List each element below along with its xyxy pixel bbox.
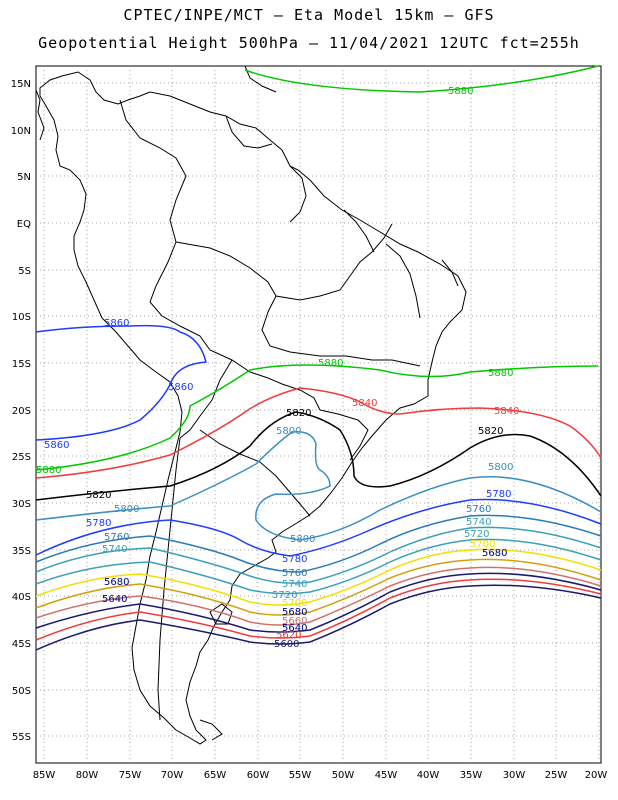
lat-label: 10N bbox=[11, 126, 31, 137]
label-5800-c: 5800 bbox=[114, 504, 139, 515]
map-title-line2: Geopotential Height 500hPa – 11/04/2021 … bbox=[38, 34, 580, 52]
label-5800-d: 5800 bbox=[290, 534, 315, 545]
lat-label: 15N bbox=[11, 79, 31, 90]
lon-label: 85W bbox=[33, 770, 56, 781]
contour-5820 bbox=[35, 411, 602, 501]
lat-label: 5N bbox=[17, 172, 31, 183]
contour-5740 bbox=[35, 526, 602, 584]
label-5700-a: 5700 bbox=[470, 539, 495, 550]
contour-5780 bbox=[35, 498, 602, 557]
contour-5620 bbox=[35, 578, 602, 641]
continent-outline bbox=[35, 65, 467, 745]
contour-5660 bbox=[35, 566, 602, 626]
contour-5840 bbox=[35, 387, 602, 479]
label-5680-a: 5680 bbox=[482, 548, 507, 559]
label-5840-b: 5840 bbox=[494, 406, 519, 417]
label-5880-west: 5880 bbox=[36, 465, 61, 476]
contour-5760 bbox=[35, 514, 602, 573]
contour-5860 bbox=[35, 324, 207, 441]
contour-5800 bbox=[35, 431, 602, 541]
label-5860-c: 5860 bbox=[44, 440, 69, 451]
label-5720-a: 5720 bbox=[464, 529, 489, 540]
lat-label: 10S bbox=[12, 312, 31, 323]
lat-label: 40S bbox=[12, 592, 31, 603]
label-5880-mid: 5880 bbox=[318, 358, 343, 369]
lon-label: 55W bbox=[289, 770, 312, 781]
contour-5640 bbox=[35, 572, 602, 633]
label-5740-a: 5740 bbox=[466, 517, 491, 528]
contour-5700 bbox=[35, 548, 602, 606]
contour-lines bbox=[35, 65, 602, 651]
lat-label: 15S bbox=[12, 359, 31, 370]
label-5860-b: 5860 bbox=[168, 382, 193, 393]
lat-label: 35S bbox=[12, 546, 31, 557]
label-5800-a: 5800 bbox=[276, 426, 301, 437]
lon-label: 35W bbox=[460, 770, 483, 781]
map-title-line1: CPTEC/INPE/MCT – Eta Model 15km – GFS bbox=[123, 6, 495, 24]
contour-5720 bbox=[35, 538, 602, 595]
label-5760-c: 5760 bbox=[282, 568, 307, 579]
lon-label: 70W bbox=[161, 770, 184, 781]
label-5660: 5660 bbox=[282, 616, 307, 627]
lon-label: 40W bbox=[417, 770, 440, 781]
label-5880-east: 5880 bbox=[488, 368, 513, 379]
label-5620: 5620 bbox=[276, 630, 301, 641]
lat-label: 50S bbox=[12, 686, 31, 697]
lat-label: EQ bbox=[17, 219, 31, 230]
label-5820-a: 5820 bbox=[286, 408, 311, 419]
lat-label: 30S bbox=[12, 499, 31, 510]
label-5760-b: 5760 bbox=[104, 532, 129, 543]
label-5780-a: 5780 bbox=[486, 489, 511, 500]
contour-5680 bbox=[35, 558, 602, 616]
contour-5880-south bbox=[35, 364, 599, 471]
lat-label: 25S bbox=[12, 452, 31, 463]
graticule bbox=[36, 66, 601, 763]
label-5840-a: 5840 bbox=[352, 398, 377, 409]
lat-label: 20S bbox=[12, 406, 31, 417]
lat-label: 55S bbox=[12, 732, 31, 743]
label-5640-b: 5640 bbox=[282, 623, 307, 634]
lon-label: 65W bbox=[204, 770, 227, 781]
lon-label: 45W bbox=[375, 770, 398, 781]
label-5800-b: 5800 bbox=[488, 462, 513, 473]
label-5720-b: 5720 bbox=[272, 590, 297, 601]
label-5600: 5600 bbox=[274, 639, 299, 650]
label-5860-a: 5860 bbox=[104, 318, 129, 329]
label-5680-b: 5680 bbox=[104, 577, 129, 588]
lon-label: 30W bbox=[503, 770, 526, 781]
label-5880-north: 5880 bbox=[448, 86, 473, 97]
lat-label: 45S bbox=[12, 639, 31, 650]
map-frame bbox=[35, 65, 602, 764]
contour-labels: 5880 5860 5860 5860 5880 5880 5880 5840 … bbox=[36, 86, 519, 650]
label-5780-c: 5780 bbox=[282, 554, 307, 565]
latitude-labels: 15N 10N 5N EQ 5S 10S 15S 20S 25S 30S 35S… bbox=[11, 79, 31, 743]
lon-label: 80W bbox=[76, 770, 99, 781]
longitude-labels: 85W 80W 75W 70W 65W 60W 55W 50W 45W 40W … bbox=[33, 770, 608, 781]
label-5680-c: 5680 bbox=[282, 607, 307, 618]
lon-label: 50W bbox=[332, 770, 355, 781]
label-5760-a: 5760 bbox=[466, 504, 491, 515]
label-5780-b: 5780 bbox=[86, 518, 111, 529]
label-5820-c: 5820 bbox=[86, 490, 111, 501]
label-5820-b: 5820 bbox=[478, 426, 503, 437]
lon-label: 60W bbox=[247, 770, 270, 781]
label-5740-c: 5740 bbox=[282, 579, 307, 590]
lon-label: 25W bbox=[545, 770, 568, 781]
label-5700-b: 5700 bbox=[282, 598, 307, 609]
lat-label: 5S bbox=[18, 266, 31, 277]
contour-5880-north bbox=[244, 65, 599, 93]
lon-label: 75W bbox=[119, 770, 142, 781]
label-5740-b: 5740 bbox=[102, 544, 127, 555]
contour-5600 bbox=[35, 584, 602, 651]
lon-label: 20W bbox=[585, 770, 608, 781]
label-5640-a: 5640 bbox=[102, 594, 127, 605]
